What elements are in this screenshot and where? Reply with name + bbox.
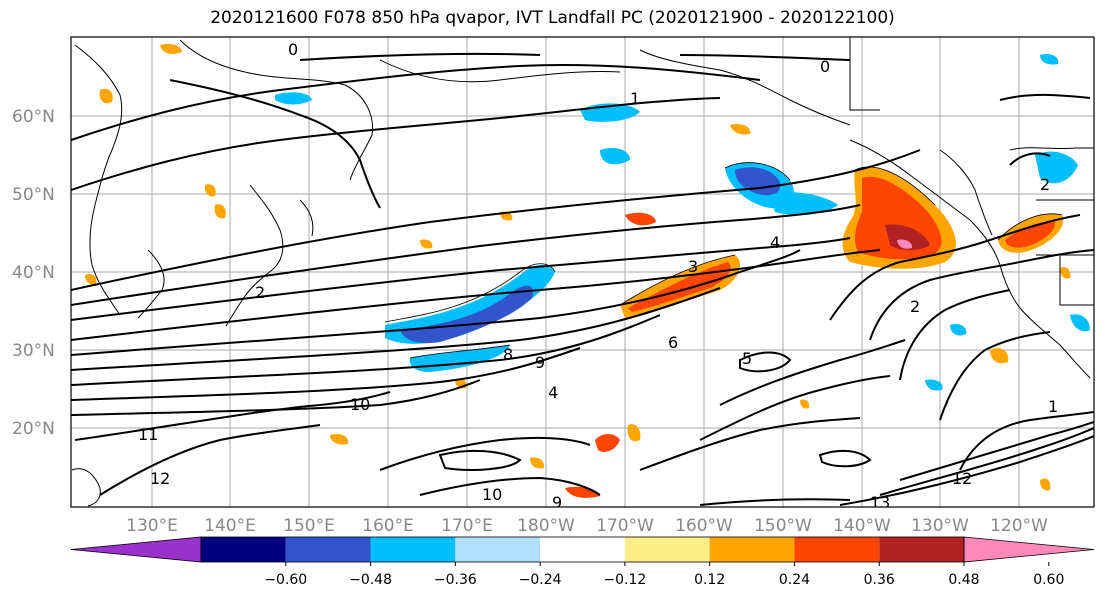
ivt-contours — [71, 52, 1094, 506]
contour-labels: 0 0 1 2 2 3 4 4 5 6 9 8 9 10 10 11 12 12… — [138, 40, 1058, 512]
colorbar: −0.60 −0.48 −0.36 −0.24 −0.12 0.12 0.24 0.36 0.4… — [70, 536, 1095, 588]
latitude-labels: 60°N 50°N 40°N 30°N 20°N — [12, 107, 55, 439]
colorbar-frame — [200, 536, 965, 563]
contour-label: 2 — [910, 297, 920, 316]
lat-label-30n: 30°N — [12, 341, 55, 361]
colorbar-extend-max — [963, 536, 1095, 563]
contour-label: 0 — [820, 57, 830, 76]
lon-label-160e: 160°E — [362, 516, 414, 536]
contour-label: 9 — [552, 493, 562, 512]
map-title: 2020121600 F078 850 hPa qvapor, IVT Land… — [210, 8, 895, 28]
colorbar-tick-label: −0.48 — [349, 572, 392, 588]
colorbar-segment — [455, 537, 541, 562]
lon-label-170e: 170°E — [441, 516, 493, 536]
contour-label: 5 — [742, 349, 752, 368]
contour-label: 13 — [870, 493, 890, 512]
lon-label-150w: 150°W — [754, 516, 812, 536]
colorbar-tick-label: 0.60 — [1033, 572, 1064, 588]
political-borders — [849, 37, 1094, 306]
lon-label-150e: 150°E — [283, 516, 335, 536]
contour-label: 2 — [255, 283, 265, 302]
contour-label: 12 — [150, 469, 170, 488]
contour-label: 0 — [288, 40, 298, 59]
contour-label: 9 — [535, 353, 545, 372]
contour-label: 11 — [138, 425, 158, 444]
colorbar-tick-label: 0.12 — [694, 572, 725, 588]
contour-label: 4 — [770, 233, 780, 252]
colorbar-segment — [540, 537, 625, 562]
positive-anomaly-patches — [85, 43, 1071, 498]
lon-label-140w: 140°W — [833, 516, 891, 536]
contour-label: 4 — [548, 383, 558, 402]
colorbar-segment — [879, 537, 964, 562]
colorbar-segment — [285, 537, 371, 562]
lon-label-140e: 140°E — [204, 516, 256, 536]
contour-label: 8 — [503, 345, 513, 364]
colorbar-tick-label: −0.36 — [434, 572, 477, 588]
lat-label-40n: 40°N — [12, 263, 55, 283]
colorbar-segment — [709, 537, 795, 562]
colorbar-tick-label: 0.36 — [864, 572, 895, 588]
contour-label: 6 — [668, 333, 678, 352]
contour-label: 1 — [630, 89, 640, 108]
lon-label-120w: 120°W — [990, 516, 1048, 536]
colorbar-segment — [370, 537, 456, 562]
lat-label-20n: 20°N — [12, 419, 55, 439]
contour-label: 1 — [1048, 397, 1058, 416]
colorbar-tick-label: 0.48 — [948, 572, 979, 588]
lon-label-160w: 160°W — [675, 516, 733, 536]
colorbar-tick-label: −0.12 — [603, 572, 646, 588]
contour-label: 3 — [688, 257, 698, 276]
map-content: 0 0 1 2 2 3 4 4 5 6 9 8 9 10 10 11 12 12… — [71, 37, 1094, 512]
lon-label-180w: 180°W — [517, 516, 575, 536]
lon-label-170w: 170°W — [596, 516, 654, 536]
contour-label: 10 — [482, 485, 502, 504]
colorbar-extend-min — [70, 536, 202, 563]
colorbar-tick-label: 0.24 — [779, 572, 810, 588]
lon-label-130e: 130°E — [126, 516, 178, 536]
colorbar-segment — [201, 537, 286, 562]
contour-label: 12 — [952, 469, 972, 488]
lon-label-130w: 130°W — [911, 516, 969, 536]
colorbar-segment — [624, 537, 710, 562]
qvapor-contours — [384, 162, 1063, 359]
contour-label: 10 — [350, 395, 370, 414]
colorbar-tick-label: −0.24 — [519, 572, 562, 588]
longitude-labels: 130°E 140°E 150°E 160°E 170°E 180°W 170°… — [126, 516, 1048, 536]
colorbar-tick-label: −0.60 — [264, 572, 307, 588]
map-frame — [70, 36, 1095, 508]
contour-label: 2 — [1040, 175, 1050, 194]
lat-label-60n: 60°N — [12, 107, 55, 127]
colorbar-segment — [794, 537, 880, 562]
lat-label-50n: 50°N — [12, 185, 55, 205]
